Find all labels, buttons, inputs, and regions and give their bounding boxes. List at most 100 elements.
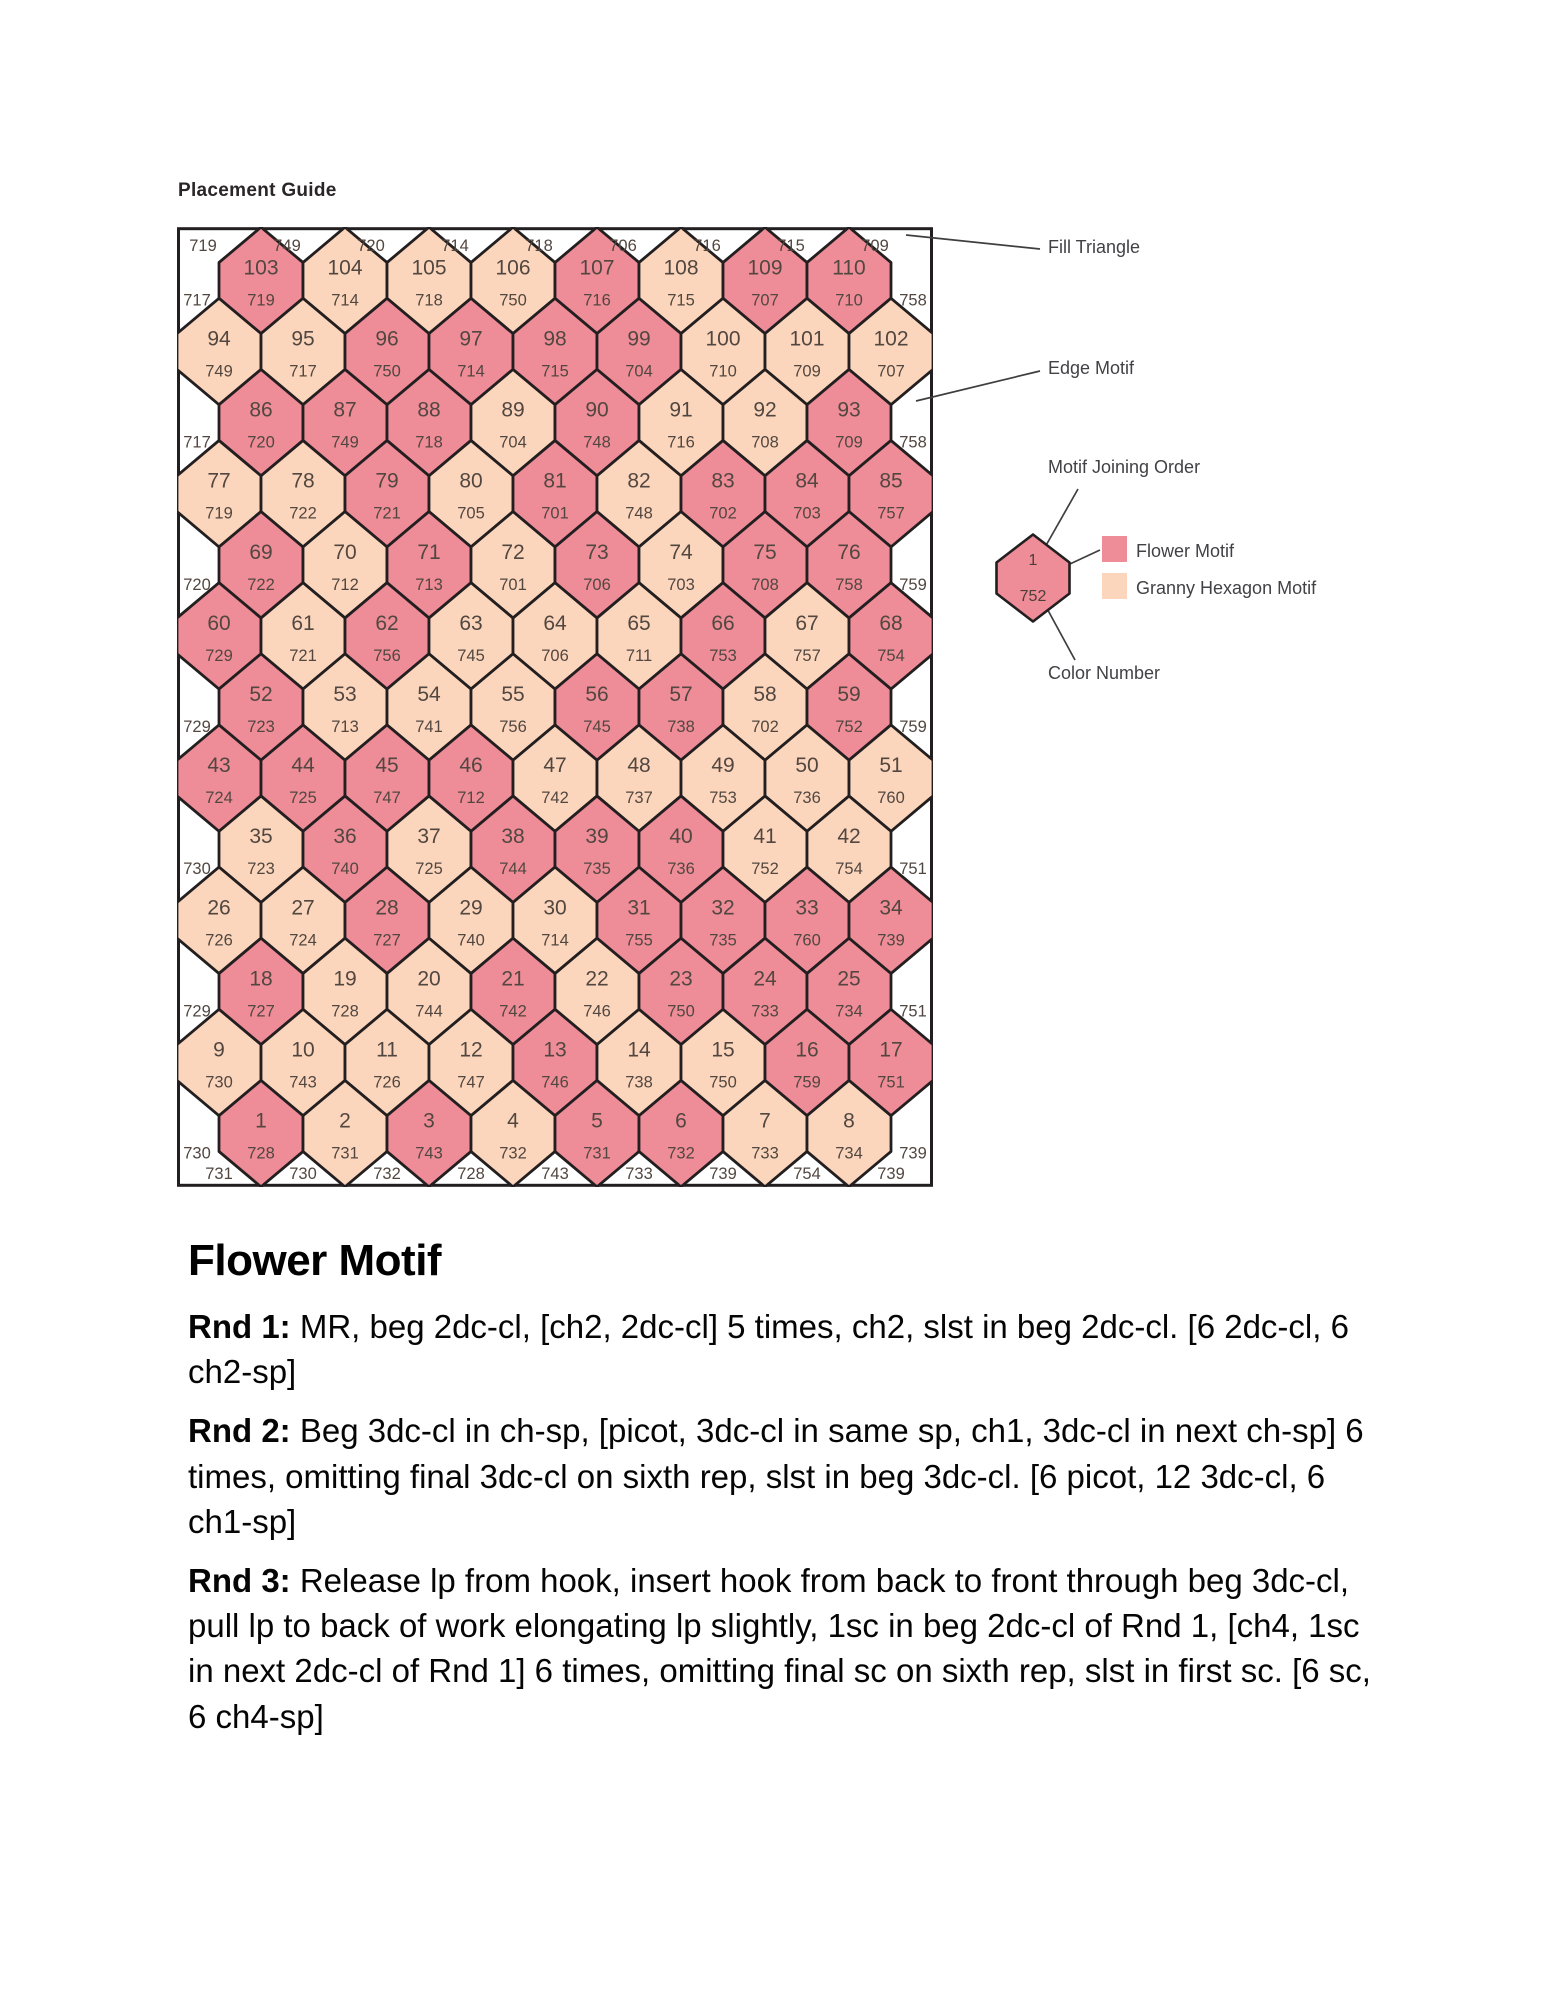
motif-color-number: 725 [289, 789, 317, 807]
motif-number: 40 [669, 825, 692, 848]
section-heading: Flower Motif [188, 1236, 442, 1285]
motif-number: 23 [669, 967, 692, 990]
motif-color-number: 727 [373, 931, 401, 949]
motif-color-number: 750 [709, 1074, 737, 1092]
motif-number: 79 [375, 470, 398, 493]
motif-color-number: 755 [625, 931, 653, 949]
motif-color-number: 744 [499, 860, 527, 878]
round-2-label: Rnd 2: [188, 1412, 291, 1450]
edge-motif-color-left: 729 [183, 1002, 211, 1020]
sample-hexagon-shape [995, 533, 1071, 623]
motif-color-number: 730 [205, 1074, 233, 1092]
motif-color-number: 714 [331, 291, 359, 309]
motif-number: 74 [669, 541, 693, 564]
motif-number: 55 [501, 683, 524, 706]
motif-color-number: 752 [751, 860, 779, 878]
motif-color-number: 750 [667, 1002, 695, 1020]
motif-color-number: 746 [541, 1074, 569, 1092]
motif-color-number: 716 [667, 434, 695, 452]
motif-color-number: 745 [583, 718, 611, 736]
motif-number: 37 [417, 825, 440, 848]
edge-motif-color-right: 751 [899, 860, 927, 878]
motif-color-number: 706 [583, 576, 611, 594]
edge-motif-color-right: 759 [899, 576, 927, 594]
motif-color-number: 718 [415, 291, 443, 309]
edge-motif-color-left: 730 [183, 1145, 211, 1163]
edge-motif-color-left: 717 [183, 291, 211, 309]
edge-motif-color-right: 751 [899, 1002, 927, 1020]
motif-number: 86 [249, 399, 272, 422]
round-1-text: MR, beg 2dc-cl, [ch2, 2dc-cl] 5 times, c… [188, 1308, 1349, 1391]
edge-motif-color-left: 730 [183, 860, 211, 878]
motif-number: 46 [459, 754, 482, 777]
motif-color-number: 732 [667, 1145, 695, 1163]
motif-color-number: 735 [583, 860, 611, 878]
motif-color-number: 754 [835, 860, 863, 878]
motif-color-number: 733 [751, 1145, 779, 1163]
motif-color-number: 758 [835, 576, 863, 594]
round-1-instruction: Rnd 1: MR, beg 2dc-cl, [ch2, 2dc-cl] 5 t… [188, 1304, 1373, 1394]
motif-color-number: 718 [415, 434, 443, 452]
motif-color-number: 724 [289, 931, 317, 949]
motif-number: 110 [832, 256, 865, 279]
motif-color-number: 708 [751, 434, 779, 452]
motif-color-number: 707 [751, 291, 779, 309]
motif-number: 8 [843, 1110, 855, 1133]
motif-color-number: 760 [877, 789, 905, 807]
motif-color-number: 735 [709, 931, 737, 949]
motif-color-number: 748 [583, 434, 611, 452]
motif-number: 31 [627, 896, 650, 919]
motif-number: 49 [711, 754, 734, 777]
motif-color-number: 722 [247, 576, 275, 594]
motif-number: 65 [627, 612, 650, 635]
motif-number: 81 [543, 470, 566, 493]
motif-color-number: 721 [373, 505, 401, 523]
round-3-instruction: Rnd 3: Release lp from hook, insert hook… [188, 1558, 1373, 1739]
motif-color-number: 711 [626, 647, 652, 665]
motif-color-number: 728 [247, 1145, 275, 1163]
edge-motif-color-right: 758 [899, 291, 927, 309]
fill-triangle-color-top: 714 [441, 237, 469, 255]
motif-color-number: 753 [709, 789, 737, 807]
motif-number: 35 [249, 825, 272, 848]
fill-triangle-color-bottom: 730 [289, 1165, 317, 1183]
motif-number: 30 [543, 896, 566, 919]
hex-motif-8 [805, 1079, 893, 1187]
motif-color-number: 720 [247, 434, 275, 452]
motif-color-number: 719 [247, 291, 275, 309]
motif-number: 96 [375, 328, 398, 351]
motif-color-number: 740 [457, 931, 485, 949]
motif-color-number: 707 [877, 363, 905, 381]
motif-color-number: 748 [625, 505, 653, 523]
motif-number: 42 [837, 825, 860, 848]
motif-number: 80 [459, 470, 482, 493]
motif-number: 38 [501, 825, 524, 848]
motif-color-number: 738 [667, 718, 695, 736]
motif-color-number: 757 [877, 505, 905, 523]
motif-number: 108 [663, 256, 698, 279]
motif-number: 97 [459, 328, 482, 351]
placement-grid-svg: 1037191047141057181067501077161087151097… [177, 227, 933, 1187]
motif-color-number: 724 [205, 789, 233, 807]
motif-number: 48 [627, 754, 650, 777]
motif-number: 4 [507, 1110, 519, 1133]
motif-color-number: 728 [331, 1002, 359, 1020]
motif-number: 32 [711, 896, 734, 919]
fill-triangle-color-top: 715 [777, 237, 805, 255]
edge-motif-label: Edge Motif [1048, 358, 1135, 378]
motif-color-number: 756 [373, 647, 401, 665]
motif-number: 63 [459, 612, 482, 635]
fill-triangle-color-bottom: 739 [877, 1165, 905, 1183]
motif-number: 62 [375, 612, 398, 635]
motif-color-number: 743 [415, 1145, 443, 1163]
motif-number: 27 [291, 896, 314, 919]
motif-number: 109 [747, 256, 782, 279]
placement-guide-map: 103 719 104 714 105 718 106 750 107 716 108 715 109 7… [177, 227, 933, 1187]
edge-motif-color-right: 739 [899, 1145, 927, 1163]
flower-motif-label: Flower Motif [1136, 541, 1235, 561]
motif-color-number: 702 [751, 718, 779, 736]
flower-motif-swatch [1102, 536, 1127, 562]
motif-color-number: 708 [751, 576, 779, 594]
motif-number: 12 [459, 1039, 482, 1062]
